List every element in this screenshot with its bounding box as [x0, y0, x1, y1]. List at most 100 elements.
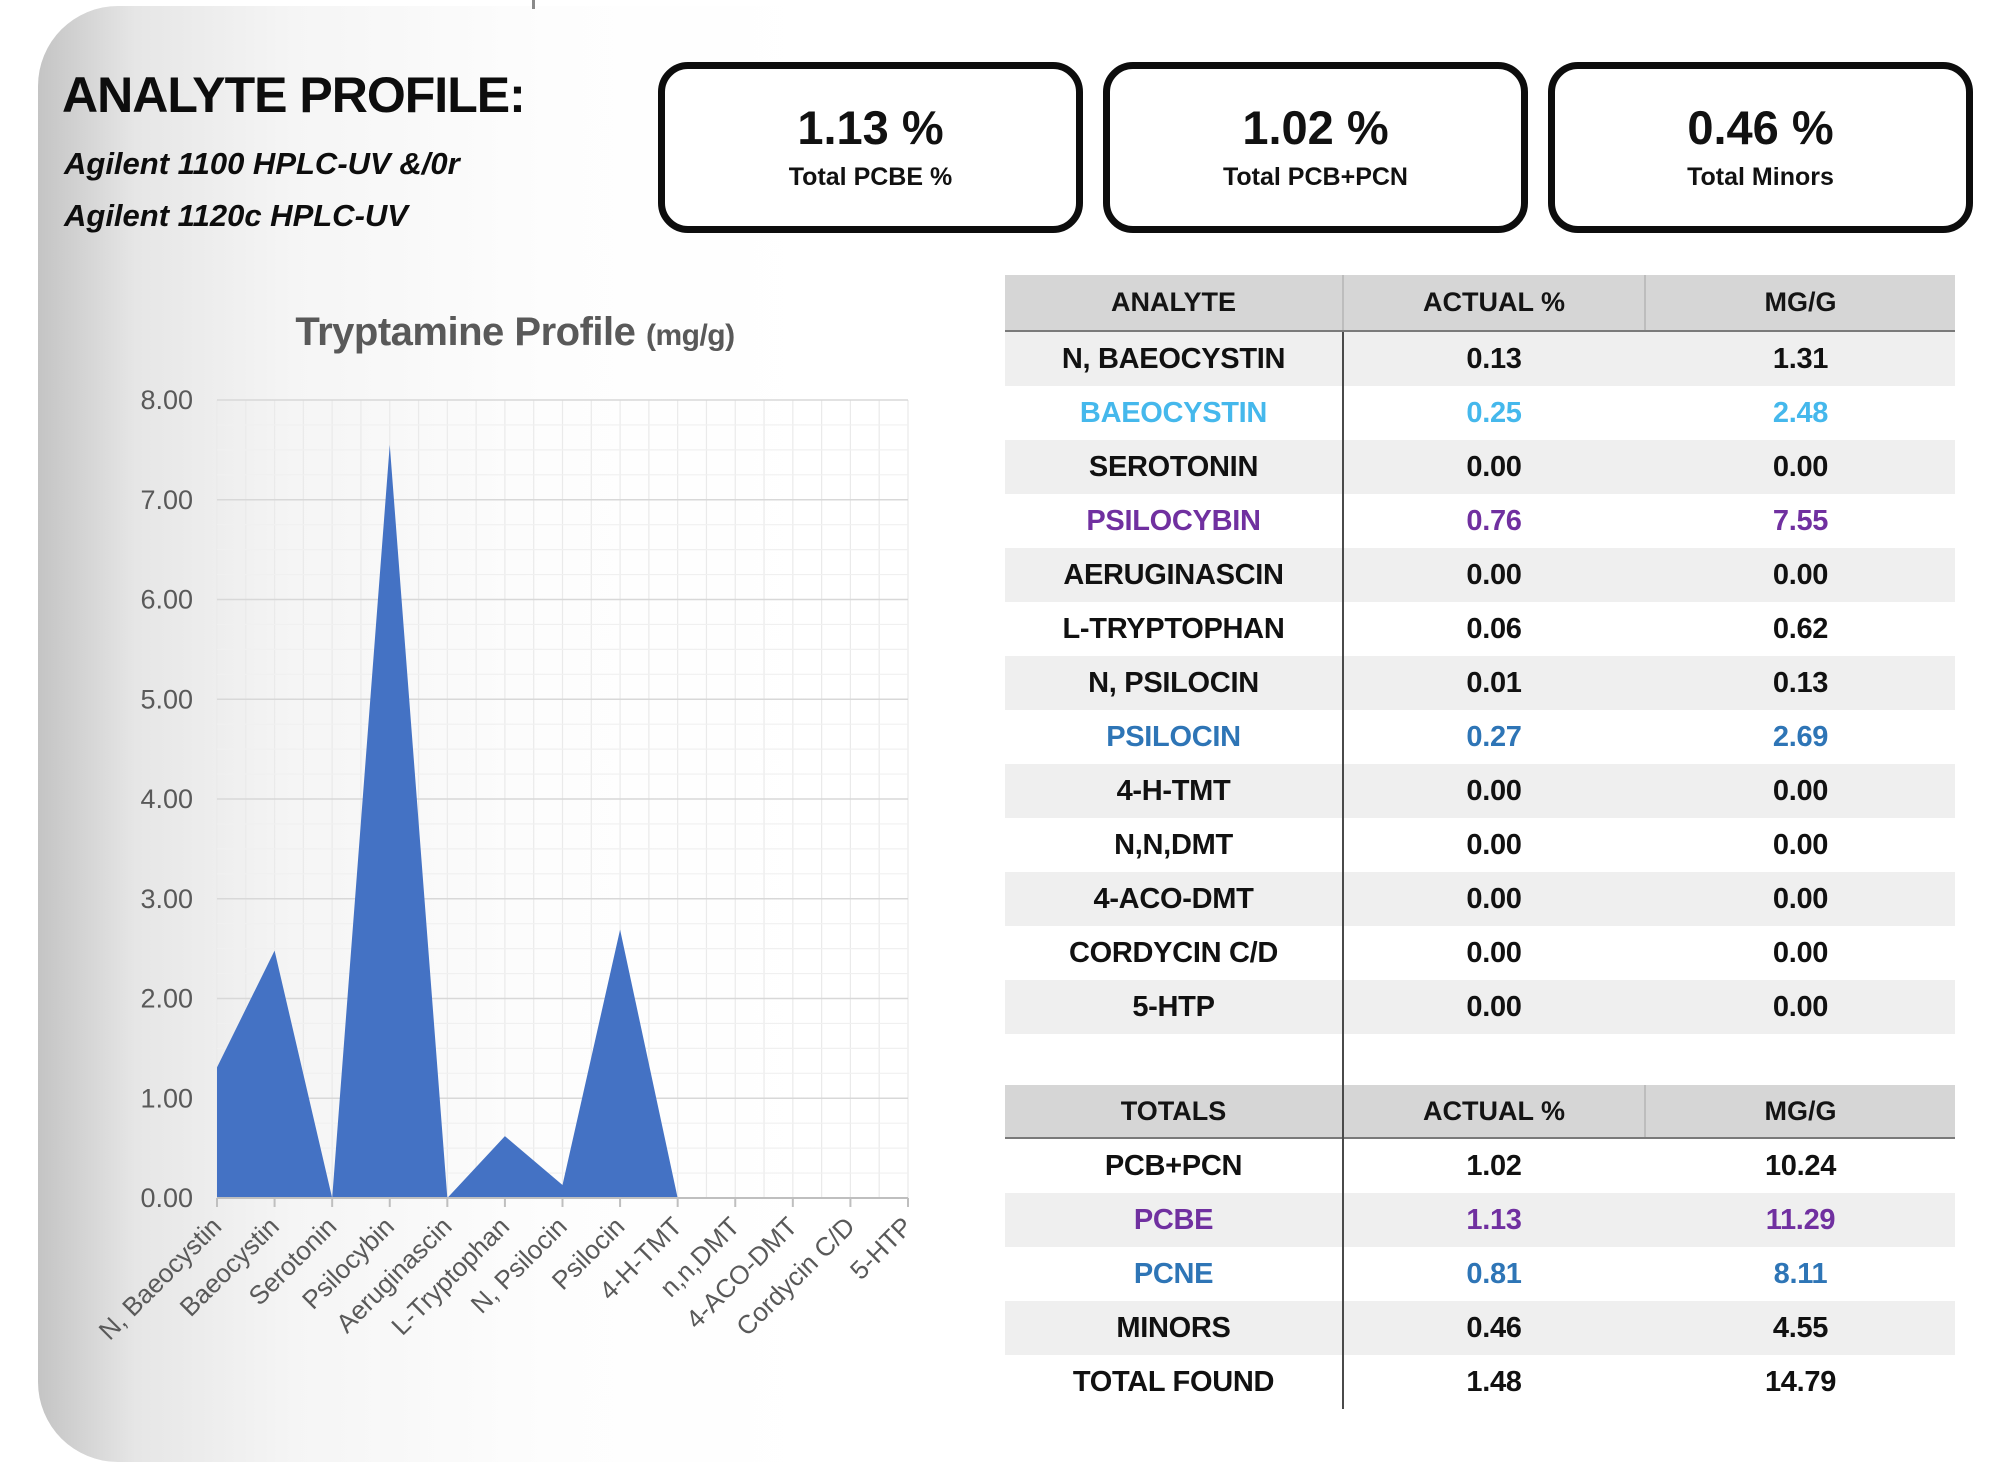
mg-per-g: 0.62: [1772, 612, 1829, 645]
actual-percent: 0.76: [1466, 504, 1522, 537]
totals-table-header: TOTALS ACTUAL % MG/G: [1005, 1085, 1955, 1139]
mg-per-g: 14.79: [1764, 1365, 1837, 1398]
table-row: L-TRYPTOPHAN 0.06 0.62: [1005, 602, 1955, 656]
mg-per-g: 0.13: [1772, 666, 1829, 699]
mg-per-g: 0.00: [1772, 990, 1829, 1023]
table-row: N, PSILOCIN 0.01 0.13: [1005, 656, 1955, 710]
y-tick-label: 8.00: [140, 385, 193, 415]
actual-percent: 0.81: [1466, 1257, 1522, 1290]
stat-box-total-pcbe: 1.13 % Total PCBE %: [658, 62, 1083, 233]
instrument-subtitle-1: Agilent 1100 HPLC-UV &/0r: [64, 146, 460, 181]
column-header-actual: ACTUAL %: [1342, 1085, 1646, 1137]
x-tick-label: 5-HTP: [844, 1211, 918, 1285]
actual-percent: 0.13: [1466, 342, 1522, 375]
mg-per-g: 0.00: [1772, 936, 1829, 969]
mg-per-g: 0.00: [1772, 558, 1829, 591]
column-header-actual: ACTUAL %: [1342, 275, 1646, 330]
analyte-table-header: ANALYTE ACTUAL % MG/G: [1005, 275, 1955, 332]
chart-title: Tryptamine Profile (mg/g): [115, 310, 915, 355]
actual-percent: 0.01: [1466, 666, 1522, 699]
instrument-subtitle-2: Agilent 1120c HPLC-UV: [64, 198, 408, 233]
analyte-name: PCB+PCN: [1104, 1149, 1243, 1182]
analyte-table-body: N, BAEOCYSTIN 0.13 1.31 BAEOCYSTIN 0.25 2.48 S…: [1005, 332, 1955, 1034]
totals-table-body: PCB+PCN 1.02 10.24 PCBE 1.13 11.29 PCNE 0.81 8.1…: [1005, 1139, 1955, 1409]
table-row: CORDYCIN C/D 0.00 0.00: [1005, 926, 1955, 980]
mg-per-g: 4.55: [1772, 1311, 1829, 1344]
y-tick-label: 0.00: [140, 1183, 193, 1213]
analyte-name: PCBE: [1133, 1203, 1214, 1236]
actual-percent: 0.00: [1466, 882, 1522, 915]
stat-label: Total PCBE %: [788, 162, 953, 191]
actual-percent: 0.00: [1466, 828, 1522, 861]
analyte-name: TOTAL FOUND: [1072, 1365, 1275, 1398]
mg-per-g: 0.00: [1772, 828, 1829, 861]
table-column-divider: [1342, 332, 1344, 1409]
tryptamine-area-chart: 0.001.002.003.004.005.006.007.008.00N, B…: [93, 385, 919, 1346]
chart-title-unit: (mg/g): [645, 319, 735, 352]
y-tick-label: 7.00: [140, 485, 193, 515]
actual-percent: 0.00: [1466, 990, 1522, 1023]
analyte-name: N, BAEOCYSTIN: [1061, 342, 1286, 375]
column-header-mgg: MG/G: [1764, 287, 1837, 317]
stat-box-total-minors: 0.46 % Total Minors: [1548, 62, 1973, 233]
y-tick-label: 5.00: [140, 684, 193, 714]
y-tick-label: 6.00: [140, 585, 193, 615]
analyte-name: MINORS: [1116, 1311, 1231, 1344]
column-header-analyte: ANALYTE: [1110, 287, 1237, 317]
analyte-name: PSILOCIN: [1106, 720, 1241, 753]
analyte-name: 4-ACO-DMT: [1093, 882, 1254, 915]
mg-per-g: 7.55: [1772, 504, 1829, 537]
y-tick-label: 2.00: [140, 984, 193, 1014]
table-row: MINORS 0.46 4.55: [1005, 1301, 1955, 1355]
stat-box-total-pcb-pcn: 1.02 % Total PCB+PCN: [1103, 62, 1528, 233]
mg-per-g: 1.31: [1772, 342, 1829, 375]
analyte-name: PCNE: [1133, 1257, 1214, 1290]
analyte-name: BAEOCYSTIN: [1079, 396, 1268, 429]
table-row: SEROTONIN 0.00 0.00: [1005, 440, 1955, 494]
area-series-tryptamines: [217, 444, 908, 1198]
mg-per-g: 2.69: [1772, 720, 1829, 753]
table-row: N, BAEOCYSTIN 0.13 1.31: [1005, 332, 1955, 386]
analyte-name: 4-H-TMT: [1116, 774, 1231, 807]
table-row: N,N,DMT 0.00 0.00: [1005, 818, 1955, 872]
actual-percent: 1.48: [1466, 1365, 1522, 1398]
table-row: PCB+PCN 1.02 10.24: [1005, 1139, 1955, 1193]
stat-label: Total Minors: [1687, 162, 1834, 191]
stat-value: 0.46 %: [1687, 100, 1834, 154]
page-title: ANALYTE PROFILE:: [62, 67, 526, 123]
mg-per-g: 8.11: [1773, 1257, 1828, 1290]
y-tick-label: 4.00: [140, 784, 193, 814]
stat-value: 1.02 %: [1242, 100, 1389, 154]
actual-percent: 0.46: [1466, 1311, 1522, 1344]
mg-per-g: 0.00: [1772, 882, 1829, 915]
table-row: PCNE 0.81 8.11: [1005, 1247, 1955, 1301]
table-row: PCBE 1.13 11.29: [1005, 1193, 1955, 1247]
chart-title-text: Tryptamine Profile: [295, 310, 636, 354]
actual-percent: 0.06: [1466, 612, 1522, 645]
table-row: 4-H-TMT 0.00 0.00: [1005, 764, 1955, 818]
mg-per-g: 0.00: [1772, 774, 1829, 807]
table-row: AERUGINASCIN 0.00 0.00: [1005, 548, 1955, 602]
mg-per-g: 0.00: [1772, 450, 1829, 483]
analyte-name: 5-HTP: [1132, 990, 1215, 1023]
actual-percent: 0.00: [1466, 558, 1522, 591]
analyte-name: PSILOCYBIN: [1086, 504, 1261, 537]
actual-percent: 0.00: [1466, 774, 1522, 807]
table-row: TOTAL FOUND 1.48 14.79: [1005, 1355, 1955, 1409]
y-tick-label: 3.00: [140, 884, 193, 914]
analyte-name: SEROTONIN: [1088, 450, 1259, 483]
table-row: BAEOCYSTIN 0.25 2.48: [1005, 386, 1955, 440]
y-tick-label: 1.00: [140, 1083, 193, 1113]
table-row: PSILOCYBIN 0.76 7.55: [1005, 494, 1955, 548]
mg-per-g: 2.48: [1772, 396, 1829, 429]
actual-percent: 1.02: [1466, 1149, 1522, 1182]
mg-per-g: 11.29: [1765, 1203, 1836, 1236]
page-top-artifact: [532, 0, 535, 9]
actual-percent: 0.25: [1466, 396, 1522, 429]
actual-percent: 1.13: [1466, 1203, 1522, 1236]
analyte-name: AERUGINASCIN: [1063, 558, 1284, 591]
table-row: 4-ACO-DMT 0.00 0.00: [1005, 872, 1955, 926]
column-header-mgg: MG/G: [1764, 1095, 1837, 1126]
analyte-name: N, PSILOCIN: [1088, 666, 1259, 699]
actual-percent: 0.00: [1466, 450, 1522, 483]
